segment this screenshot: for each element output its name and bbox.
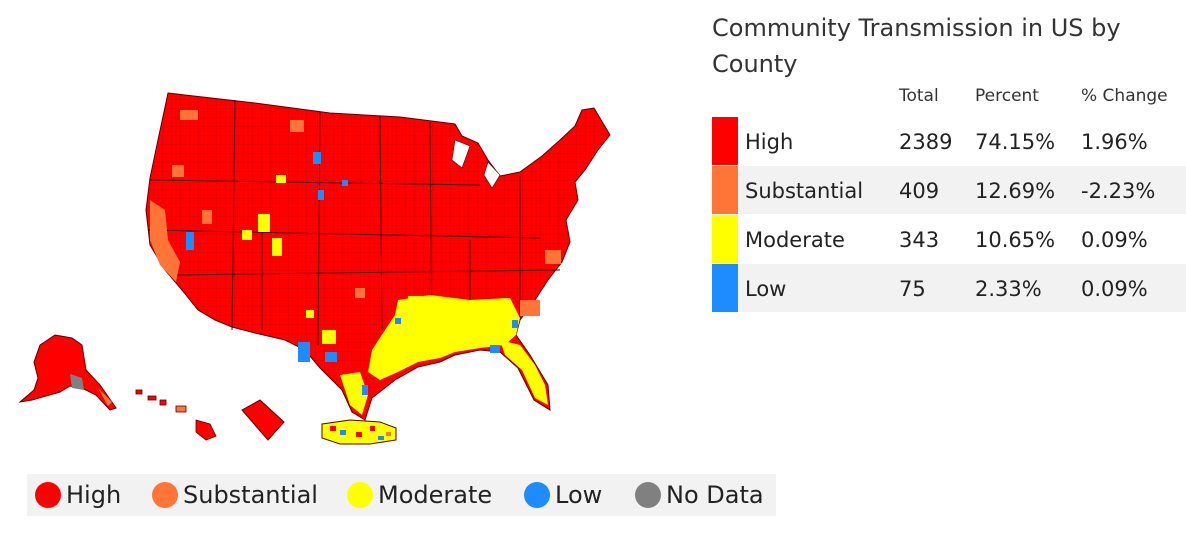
row-change: 1.96% [1081, 130, 1148, 154]
legend-label: Low [555, 481, 603, 509]
table-row: Substantial 409 12.69% -2.23% [712, 166, 1186, 214]
panel-title: Community Transmission in US by County [712, 14, 1121, 78]
row-percent: 74.15% [975, 130, 1056, 154]
us-county-transmission-map [18, 92, 611, 445]
row-percent: 10.65% [975, 228, 1056, 252]
table-row: High 2389 74.15% 1.96% [712, 117, 1186, 165]
moderate-areas [242, 175, 548, 415]
row-label: Substantial [745, 179, 864, 203]
row-total: 2389 [899, 130, 953, 154]
legend-label: Substantial [183, 481, 318, 509]
row-change: 0.09% [1081, 228, 1148, 252]
row-percent: 2.33% [975, 277, 1042, 301]
row-swatch [712, 166, 738, 214]
row-change: 0.09% [1081, 277, 1148, 301]
header-total: Total [899, 86, 939, 106]
legend-dot-icon [35, 482, 61, 508]
hawaii[interactable] [135, 389, 217, 441]
row-label: Low [745, 277, 787, 301]
table-header: Total Percent % Change [712, 86, 1186, 110]
legend-dot-icon [152, 482, 178, 508]
map-svg [18, 92, 611, 445]
header-change: % Change [1081, 86, 1168, 106]
header-percent: Percent [975, 86, 1039, 106]
legend-dot-icon [635, 482, 661, 508]
low-areas [186, 152, 518, 395]
table-row: Low 75 2.33% 0.09% [712, 264, 1186, 312]
row-change: -2.23% [1081, 179, 1156, 203]
row-label: High [745, 130, 794, 154]
table-row: Moderate 343 10.65% 0.09% [712, 215, 1186, 263]
row-label: Moderate [745, 228, 845, 252]
row-total: 75 [899, 277, 926, 301]
legend-dot-icon [524, 482, 550, 508]
row-percent: 12.69% [975, 179, 1056, 203]
row-swatch [712, 215, 738, 263]
legend-label: High [66, 481, 122, 509]
row-total: 409 [899, 179, 940, 203]
map-legend: High Substantial Moderate Low No Data [27, 474, 776, 516]
territory-island[interactable] [241, 399, 285, 441]
row-total: 343 [899, 228, 940, 252]
legend-label: Moderate [378, 481, 493, 509]
alaska-no-data [70, 374, 84, 390]
legend-label: No Data [666, 481, 764, 509]
alaska[interactable] [18, 334, 117, 411]
row-swatch [712, 117, 738, 165]
row-swatch [712, 264, 738, 312]
legend-dot-icon [347, 482, 373, 508]
